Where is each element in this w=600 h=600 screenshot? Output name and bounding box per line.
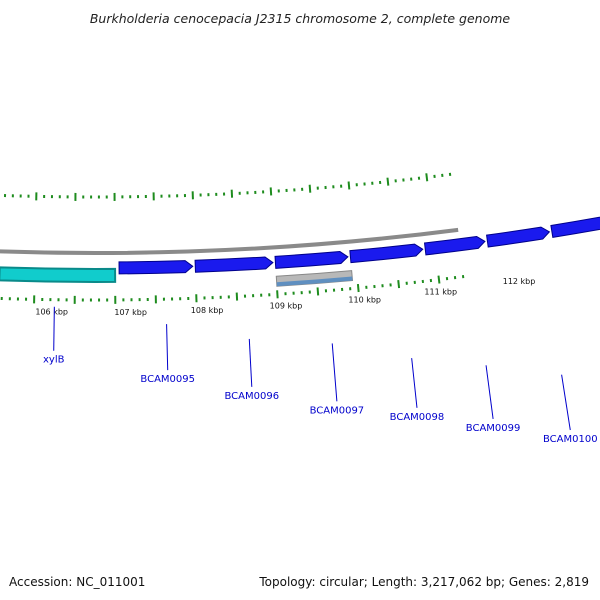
scale-label: 108 kbp xyxy=(191,306,224,315)
inner-tick-ring xyxy=(0,274,465,304)
label-leader-bcam0095 xyxy=(166,324,169,371)
outer-tick xyxy=(425,173,429,182)
gene-label-bcam0098[interactable]: BCAM0098 xyxy=(390,412,445,423)
label-leader-xylb xyxy=(53,306,55,351)
gene-layer xyxy=(0,216,600,287)
scale-label: 111 kbp xyxy=(424,287,457,296)
scale-label: 110 kbp xyxy=(348,296,381,305)
inner-tick xyxy=(397,280,401,289)
inner-tick xyxy=(356,283,360,293)
accession-text: Accession: NC_011001 xyxy=(9,575,145,589)
gene-bcam0095 xyxy=(194,256,274,273)
gene-bcam0096 xyxy=(274,251,349,269)
label-leader-bcam0097 xyxy=(331,343,338,402)
outer-tick xyxy=(269,187,273,196)
gene-unnamed xyxy=(118,260,194,275)
gene-label-bcam0096[interactable]: BCAM0096 xyxy=(225,391,280,402)
scale-label: 109 kbp xyxy=(270,302,303,311)
gene-bcam0099 xyxy=(486,226,551,248)
outer-tick xyxy=(347,181,351,190)
outer-tick xyxy=(308,184,312,193)
gene-label-bcam0100[interactable]: BCAM0100 xyxy=(543,434,598,445)
gene-label-bcam0095[interactable]: BCAM0095 xyxy=(140,374,195,385)
scale-labels: 106 kbp 107 kbp 108 kbp 109 kbp 110 kbp 111 k… xyxy=(35,277,535,317)
gene-labels: xylB BCAM0095 BCAM0096 BCAM0097 BCAM0098 BCAM… xyxy=(43,306,598,445)
gene-label-bcam0097[interactable]: BCAM0097 xyxy=(310,405,365,416)
gene-xylb xyxy=(0,266,117,283)
scale-label: 106 kbp xyxy=(35,308,68,317)
gene-bcam0100 xyxy=(550,216,600,238)
inner-tick xyxy=(316,287,320,296)
gene-label-xylb[interactable]: xylB xyxy=(43,355,65,366)
inner-tick xyxy=(437,275,441,284)
gene-bcam0098 xyxy=(423,235,486,256)
scale-label: 107 kbp xyxy=(114,308,147,317)
chromosome-backbone xyxy=(0,227,459,255)
map-title: Burkholderia cenocepacia J2315 chromosom… xyxy=(90,11,511,26)
pseudo-inner-bcam0097 xyxy=(276,276,353,287)
label-leader-bcam0096 xyxy=(248,338,253,387)
label-leader-bcam0098 xyxy=(411,358,418,408)
genome-summary-text: Topology: circular; Length: 3,217,062 bp… xyxy=(258,575,589,589)
inner-tick xyxy=(276,290,279,299)
outer-tick-ring xyxy=(3,172,452,201)
scale-label: 112 kbp xyxy=(503,277,536,286)
label-leader-bcam0099 xyxy=(485,365,494,419)
gene-bcam0097 xyxy=(349,243,424,264)
label-leader-bcam0100 xyxy=(561,374,571,431)
outer-tick xyxy=(386,177,390,186)
gene-label-bcam0099[interactable]: BCAM0099 xyxy=(466,423,521,434)
